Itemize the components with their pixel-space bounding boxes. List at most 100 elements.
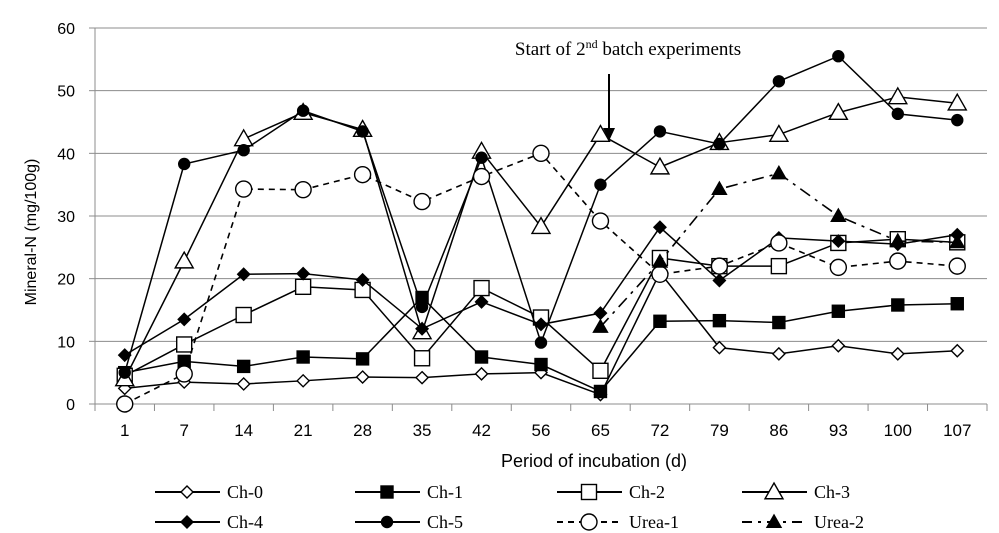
annotation-text: Start of 2nd batch experiments <box>515 37 741 60</box>
legend-item: Urea-2 <box>742 512 864 532</box>
data-point <box>594 178 607 191</box>
data-point <box>296 373 311 388</box>
data-point <box>530 216 552 235</box>
data-point <box>950 343 965 358</box>
legend-marker <box>180 515 194 529</box>
data-point <box>175 336 193 353</box>
data-point <box>712 273 727 288</box>
data-point <box>590 124 611 142</box>
x-tick-label: 72 <box>650 421 669 440</box>
data-point <box>415 321 430 336</box>
data-point <box>830 207 847 222</box>
annotation-arrow-head <box>603 128 615 141</box>
data-point <box>770 164 788 180</box>
x-tick-label: 7 <box>179 421 188 440</box>
legend-marker <box>580 513 598 531</box>
series-ch-4 <box>117 220 965 363</box>
data-point <box>475 151 488 164</box>
annotation: Start of 2nd batch experiments <box>515 37 741 141</box>
x-tick-label: 42 <box>472 421 491 440</box>
data-point <box>832 50 845 63</box>
series-ch-1 <box>118 290 964 399</box>
legend-marker <box>765 513 783 528</box>
legend-marker <box>580 483 598 501</box>
data-point <box>592 318 609 333</box>
legend-item: Urea-1 <box>557 512 679 532</box>
data-point <box>474 350 489 364</box>
data-point <box>948 257 966 275</box>
data-point <box>472 167 491 186</box>
data-point <box>831 338 846 353</box>
y-axis-label: Mineral-N (mg/100g) <box>23 159 40 306</box>
data-point <box>831 234 846 249</box>
legend-label: Ch-3 <box>814 482 850 502</box>
data-point <box>651 253 669 268</box>
data-point <box>712 340 727 355</box>
data-point <box>891 107 904 121</box>
x-tick-label: 107 <box>943 421 971 440</box>
y-tick-label: 60 <box>57 21 75 38</box>
data-point <box>772 75 786 88</box>
data-point <box>770 234 788 252</box>
data-point <box>116 395 134 413</box>
data-point <box>949 233 966 249</box>
legend-label: Urea-2 <box>814 512 864 532</box>
x-tick-label: 35 <box>413 421 432 440</box>
data-point <box>829 258 848 277</box>
data-point <box>772 315 786 330</box>
legend-label: Ch-0 <box>227 482 263 502</box>
data-point <box>355 272 370 287</box>
data-point <box>534 336 548 349</box>
data-point <box>355 370 370 385</box>
x-tick-label: 79 <box>710 421 729 440</box>
x-tick-label: 100 <box>884 421 912 440</box>
y-tick-label: 40 <box>57 146 75 163</box>
data-point <box>891 298 905 312</box>
data-point <box>534 357 548 372</box>
data-point <box>951 113 964 127</box>
data-point <box>591 212 610 230</box>
x-tick-label: 56 <box>532 421 551 440</box>
legend-item: Ch-5 <box>355 512 463 532</box>
data-point <box>415 300 429 314</box>
axes <box>94 28 988 411</box>
data-point <box>296 266 311 281</box>
data-point <box>175 365 193 383</box>
series-urea-2 <box>592 164 966 333</box>
data-point <box>534 317 548 332</box>
data-point <box>653 125 667 138</box>
data-point <box>177 157 191 171</box>
data-point <box>177 312 192 327</box>
legend-item: Ch-1 <box>355 482 463 502</box>
data-point <box>118 366 131 379</box>
data-point <box>353 165 372 184</box>
data-point <box>592 362 609 379</box>
data-point <box>651 265 669 283</box>
data-point <box>355 352 370 366</box>
data-point <box>236 376 251 391</box>
x-axis-label: Period of incubation (d) <box>501 451 687 471</box>
legend-marker <box>180 485 194 499</box>
y-tick-labels: 0 10 20 30 40 50 60 <box>57 21 75 414</box>
data-point <box>771 346 786 361</box>
y-tick-label: 30 <box>57 209 75 226</box>
data-point <box>828 102 849 121</box>
data-point <box>415 370 430 385</box>
data-point <box>831 304 846 318</box>
data-point <box>770 257 788 275</box>
x-tick-label: 14 <box>234 421 253 440</box>
data-point <box>890 346 905 361</box>
data-point <box>711 180 728 196</box>
data-point <box>413 192 431 211</box>
x-tick-label: 65 <box>591 421 610 440</box>
data-point <box>532 144 550 163</box>
data-point <box>236 267 251 282</box>
data-point <box>653 314 667 328</box>
series-group <box>114 50 968 413</box>
legend-label: Ch-1 <box>427 482 463 502</box>
data-point <box>474 366 489 381</box>
y-tick-label: 10 <box>57 334 75 351</box>
legend-item: Ch-3 <box>742 481 850 502</box>
annotation-text-rest: batch experiments <box>598 39 742 60</box>
